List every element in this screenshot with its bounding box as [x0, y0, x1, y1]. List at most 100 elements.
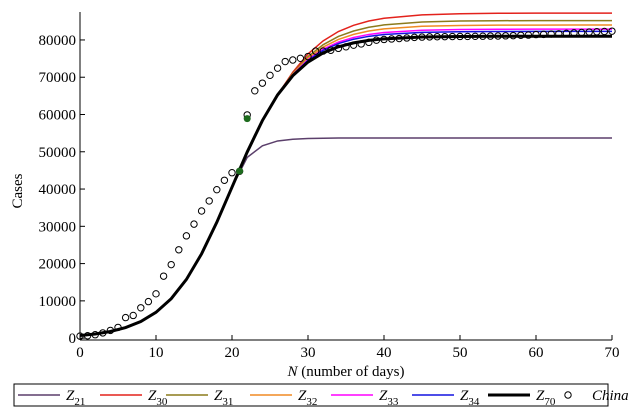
data-point [228, 168, 236, 177]
data-point [479, 32, 487, 40]
y-tick-label: 80000 [39, 33, 77, 49]
data-point [380, 35, 388, 44]
data-point [349, 41, 358, 49]
x-tick-label: 10 [149, 345, 164, 361]
data-point [517, 31, 525, 39]
data-point [106, 326, 115, 335]
data-point [213, 185, 221, 194]
data-point [365, 38, 373, 47]
data-point [121, 313, 130, 322]
legend-label: Z21 [66, 388, 85, 407]
data-point [509, 31, 517, 40]
data-point [357, 40, 365, 48]
legend-label: Z31 [214, 388, 233, 407]
data-point [418, 33, 426, 41]
data-point [539, 30, 548, 39]
data-point [114, 323, 122, 332]
series-line [79, 30, 612, 337]
data-point [600, 27, 609, 36]
data-point [251, 87, 259, 95]
data-point [608, 27, 616, 35]
data-point [410, 33, 419, 42]
y-tick-label: 20000 [39, 257, 77, 273]
x-tick-label: 60 [529, 345, 544, 361]
data-point [281, 57, 289, 66]
x-tick-label: 70 [605, 345, 620, 361]
x-tick-label: 40 [377, 345, 392, 361]
data-point [99, 329, 107, 337]
data-point [258, 79, 267, 87]
data-point [448, 32, 457, 41]
data-point [220, 176, 229, 184]
data-point [144, 297, 153, 306]
data-point [555, 30, 563, 38]
highlight-point [236, 167, 244, 175]
data-point [327, 46, 335, 54]
data-point [175, 246, 183, 254]
legend-label: Z34 [460, 388, 480, 407]
series-line [79, 28, 612, 337]
data-point [205, 197, 213, 205]
data-point [570, 29, 578, 37]
y-tick-label: 50000 [39, 145, 77, 161]
data-point [182, 232, 191, 240]
series-line [79, 19, 612, 337]
y-tick-label: 40000 [39, 182, 77, 198]
data-point [296, 54, 305, 63]
data-point [486, 32, 495, 40]
data-point [197, 207, 206, 215]
x-tick-label: 30 [301, 345, 316, 361]
data-point [273, 64, 282, 72]
data-point [471, 32, 479, 41]
legend-label: China [592, 388, 629, 404]
data-point [190, 220, 198, 228]
data-point [494, 32, 502, 40]
series-line [79, 34, 612, 338]
data-point [167, 260, 175, 269]
y-tick-label: 30000 [39, 219, 77, 235]
legend-box [13, 383, 609, 407]
data-point [159, 272, 168, 280]
data-point [137, 304, 145, 312]
legend-label: Z70 [536, 388, 556, 407]
data-point [524, 31, 533, 39]
legend-label: Z33 [379, 388, 399, 407]
series-line [79, 12, 612, 337]
data-point [319, 47, 327, 55]
data-point [501, 32, 510, 40]
data-point [289, 56, 297, 64]
data-point [395, 34, 403, 43]
data-point [403, 34, 411, 42]
data-point [76, 332, 84, 340]
data-point [585, 28, 593, 36]
series-line [79, 137, 612, 337]
data-point [562, 29, 571, 38]
data-point [129, 311, 137, 320]
data-point [547, 30, 555, 38]
data-point [456, 32, 464, 41]
data-point [532, 30, 540, 39]
y-tick-label: 70000 [39, 70, 77, 86]
data-point [372, 36, 381, 44]
data-point [152, 290, 160, 298]
x-tick-label: 20 [225, 345, 240, 361]
x-axis-label: N (number of days) [286, 364, 404, 380]
y-tick-label: 60000 [39, 108, 77, 124]
data-point [425, 33, 434, 41]
data-point [91, 331, 99, 339]
data-point [311, 47, 320, 55]
data-point [463, 32, 472, 41]
data-point [441, 32, 449, 41]
legend-swatch [564, 391, 572, 399]
data-point [387, 35, 396, 43]
series-line [79, 24, 612, 337]
y-axis-label: Cases [10, 173, 26, 208]
data-point [334, 44, 343, 53]
x-tick-label: 50 [453, 345, 468, 361]
data-point [83, 332, 92, 340]
data-point [433, 33, 441, 41]
y-tick-label: 10000 [39, 294, 77, 310]
y-tick-label: 0 [69, 331, 77, 347]
